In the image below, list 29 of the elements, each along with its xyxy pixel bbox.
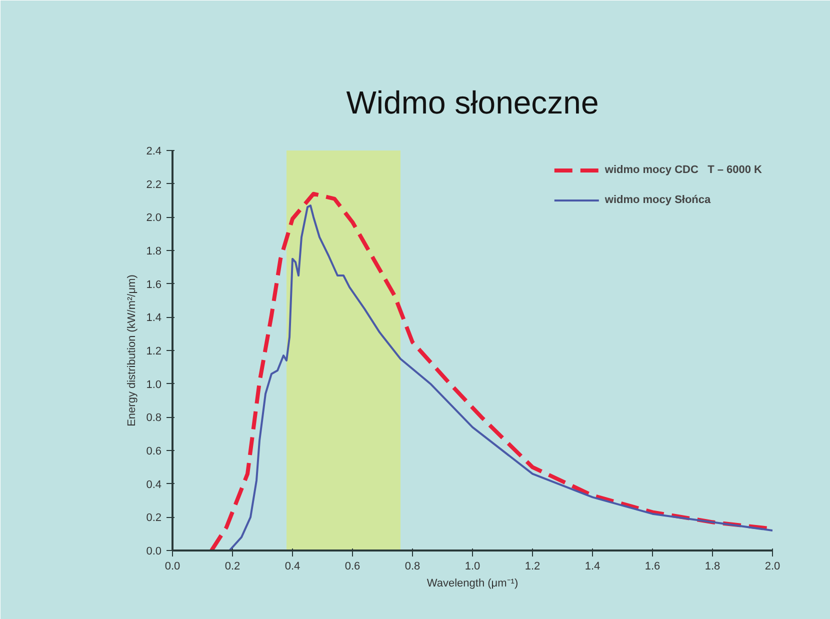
x-tick-label: 0.2 <box>224 560 240 572</box>
y-tick-label: 1.2 <box>146 346 162 358</box>
legend-label: widmo mocy Słońca <box>604 194 711 206</box>
x-tick-label: 1.6 <box>644 560 660 572</box>
y-tick-label: 0.4 <box>146 478 162 491</box>
x-tick-label: 2.0 <box>764 560 780 572</box>
y-tick-label: 0.2 <box>146 512 162 524</box>
y-tick-label: 1.6 <box>146 278 162 291</box>
y-tick-label: 2.4 <box>146 146 162 158</box>
x-tick-label: 0.4 <box>284 560 300 572</box>
y-tick-label: 1.8 <box>146 246 162 258</box>
chart-title: Widmo słoneczne <box>346 84 599 120</box>
x-tick-label: 1.0 <box>464 560 480 572</box>
legend-label: widmo mocy CDC T – 6000 K <box>604 164 762 176</box>
x-tick-label: 0.8 <box>404 560 420 572</box>
x-tick-label: 1.2 <box>524 560 540 572</box>
y-tick-label: 2.2 <box>146 178 162 191</box>
y-tick-label: 1.0 <box>146 378 162 391</box>
y-tick-label: 1.4 <box>146 312 162 324</box>
x-tick-label: 0.6 <box>344 560 360 572</box>
y-tick-label: 0.8 <box>146 412 162 424</box>
x-tick-label: 1.8 <box>704 560 720 572</box>
y-tick-label: 0.0 <box>146 546 162 558</box>
y-tick-label: 0.6 <box>146 446 162 458</box>
y-tick-label: 2.0 <box>146 212 162 224</box>
y-axis-title: Energy distribution (kW/m²/μm) <box>126 274 138 426</box>
x-tick-label: 1.4 <box>584 560 600 572</box>
x-axis-title: Wavelength (μm⁻¹) <box>426 578 518 590</box>
x-tick-label: 0.0 <box>164 560 180 572</box>
